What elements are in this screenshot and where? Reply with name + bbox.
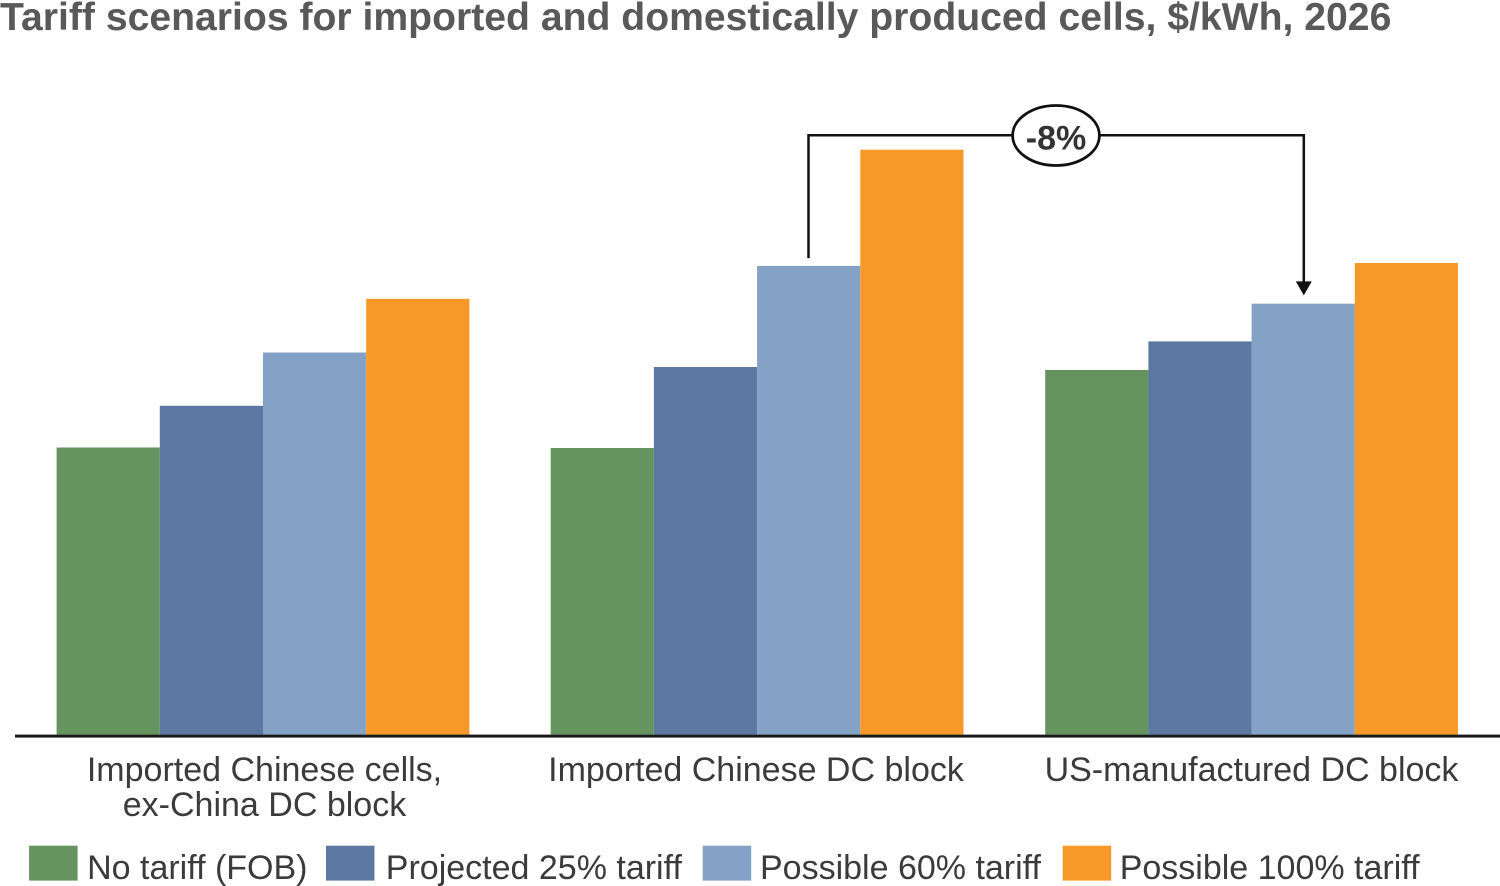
svg-text:Imported Chinese DC block: Imported Chinese DC block — [548, 751, 965, 789]
svg-text:Tariff scenarios for imported: Tariff scenarios for imported and domest… — [0, 0, 1391, 39]
svg-text:-8%: -8% — [1026, 120, 1086, 158]
svg-text:Possible 60% tariff: Possible 60% tariff — [760, 849, 1042, 886]
svg-text:No tariff (FOB): No tariff (FOB) — [87, 849, 307, 886]
svg-text:Possible 100% tariff: Possible 100% tariff — [1120, 849, 1420, 886]
svg-text:ex-China DC block: ex-China DC block — [123, 786, 407, 824]
svg-text:US-manufactured DC block: US-manufactured DC block — [1045, 751, 1460, 789]
svg-text:Imported Chinese cells,: Imported Chinese cells, — [87, 751, 442, 789]
svg-text:Projected 25% tariff: Projected 25% tariff — [386, 849, 683, 886]
